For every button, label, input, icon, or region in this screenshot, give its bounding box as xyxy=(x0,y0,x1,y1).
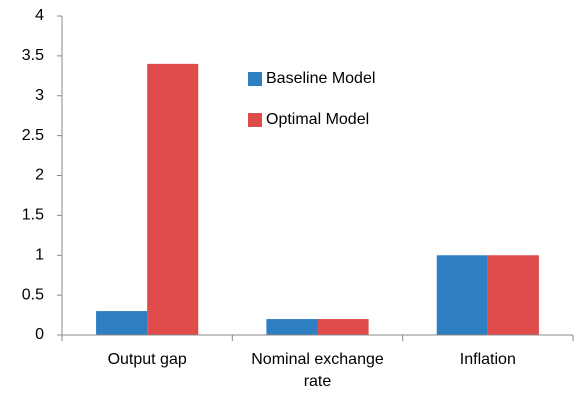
bar xyxy=(266,319,318,335)
legend-label: Optimal Model xyxy=(266,111,369,128)
bar xyxy=(436,255,488,335)
y-tick-label: 2 xyxy=(35,167,44,184)
y-tick-label: 1 xyxy=(35,246,44,263)
x-tick-label: Nominal exchange rate xyxy=(251,351,384,390)
bar xyxy=(96,311,148,335)
y-tick-label: 3 xyxy=(35,87,44,104)
x-tick-label-box: Output gap xyxy=(107,351,187,368)
y-tick-label: 0.5 xyxy=(22,286,44,303)
y-tick-label: 3.5 xyxy=(22,47,44,64)
legend-swatch xyxy=(248,113,262,127)
x-tick-label-box: Nominal exchange rate xyxy=(251,351,384,390)
y-tick-label: 4 xyxy=(35,7,44,24)
legend-swatch xyxy=(248,72,262,86)
bar xyxy=(487,255,539,335)
y-tick-label: 1.5 xyxy=(22,207,44,224)
y-tick-label: 2.5 xyxy=(22,127,44,144)
x-tick-label: Inflation xyxy=(459,351,516,368)
bar xyxy=(317,319,369,335)
x-tick-label: Output gap xyxy=(107,351,187,368)
legend-label: Baseline Model xyxy=(266,70,375,87)
bar xyxy=(147,63,199,335)
x-tick-label-box: Inflation xyxy=(459,351,516,368)
y-tick-label: 0 xyxy=(35,326,44,343)
